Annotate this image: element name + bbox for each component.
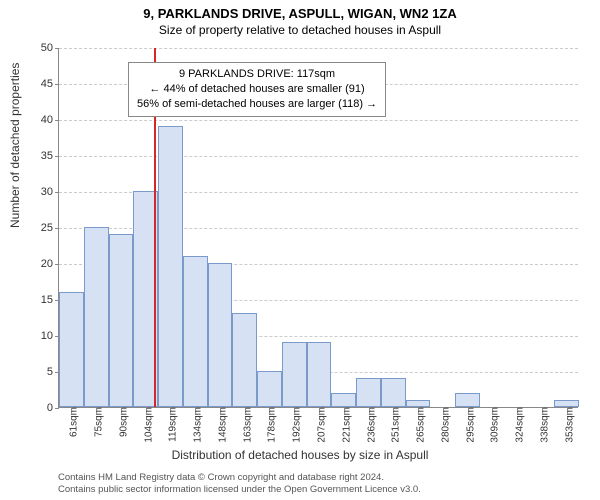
x-tick-label: 178sqm: [261, 407, 278, 443]
annotation-line: 9 PARKLANDS DRIVE: 117sqm: [137, 67, 377, 82]
footer-line: Contains HM Land Registry data © Crown c…: [58, 472, 421, 484]
x-tick-label: 251sqm: [385, 407, 402, 443]
x-tick-mark: [492, 407, 493, 411]
x-tick-mark: [220, 407, 221, 411]
x-tick-label: 61sqm: [63, 407, 80, 437]
x-tick-label: 90sqm: [112, 407, 129, 437]
x-tick-mark: [542, 407, 543, 411]
histogram-bar: [232, 313, 257, 407]
histogram-bar: [158, 126, 183, 407]
histogram-bar: [331, 393, 356, 407]
histogram-bar: [356, 378, 381, 407]
gridline: [59, 120, 578, 121]
x-tick-mark: [269, 407, 270, 411]
annotation-line: 56% of semi-detached houses are larger (…: [137, 97, 377, 112]
x-tick-label: 324sqm: [509, 407, 526, 443]
x-tick-label: 280sqm: [434, 407, 451, 443]
y-tick-mark: [55, 408, 59, 409]
x-tick-label: 207sqm: [311, 407, 328, 443]
x-tick-mark: [319, 407, 320, 411]
y-tick-mark: [55, 228, 59, 229]
x-tick-label: 338sqm: [533, 407, 550, 443]
y-tick-mark: [55, 192, 59, 193]
annotation-line: ← 44% of detached houses are smaller (91…: [137, 82, 377, 97]
histogram-bar: [307, 342, 332, 407]
x-tick-mark: [393, 407, 394, 411]
x-tick-mark: [170, 407, 171, 411]
histogram-bar: [381, 378, 406, 407]
chart-title: 9, PARKLANDS DRIVE, ASPULL, WIGAN, WN2 1…: [0, 0, 600, 21]
x-tick-label: 119sqm: [162, 407, 179, 442]
histogram-bar: [455, 393, 480, 407]
x-tick-mark: [96, 407, 97, 411]
x-tick-label: 134sqm: [187, 407, 204, 443]
x-tick-mark: [195, 407, 196, 411]
marker-annotation: 9 PARKLANDS DRIVE: 117sqm ← 44% of detac…: [128, 62, 386, 117]
histogram-bar: [84, 227, 109, 407]
y-tick-mark: [55, 84, 59, 85]
x-tick-label: 221sqm: [335, 407, 352, 443]
x-tick-mark: [468, 407, 469, 411]
histogram-bar: [406, 400, 431, 407]
histogram-bar: [208, 263, 233, 407]
x-tick-mark: [344, 407, 345, 411]
x-tick-label: 104sqm: [137, 407, 154, 443]
y-tick-mark: [55, 120, 59, 121]
x-tick-mark: [418, 407, 419, 411]
x-tick-label: 295sqm: [459, 407, 476, 443]
x-tick-label: 192sqm: [286, 407, 303, 443]
x-tick-mark: [71, 407, 72, 411]
y-tick-mark: [55, 48, 59, 49]
x-tick-mark: [245, 407, 246, 411]
gridline: [59, 48, 578, 49]
chart-subtitle: Size of property relative to detached ho…: [0, 21, 600, 41]
x-tick-label: 309sqm: [484, 407, 501, 443]
x-tick-mark: [567, 407, 568, 411]
y-tick-mark: [55, 264, 59, 265]
gridline: [59, 156, 578, 157]
x-tick-label: 163sqm: [236, 407, 253, 443]
y-tick-mark: [55, 156, 59, 157]
footer-attribution: Contains HM Land Registry data © Crown c…: [58, 472, 421, 496]
histogram-bar: [554, 400, 579, 407]
x-tick-mark: [146, 407, 147, 411]
histogram-bar: [183, 256, 208, 407]
y-axis-label: Number of detached properties: [8, 63, 22, 228]
histogram-bar: [257, 371, 282, 407]
x-tick-mark: [121, 407, 122, 411]
chart-area: 0510152025303540455061sqm75sqm90sqm104sq…: [58, 48, 578, 408]
x-tick-label: 353sqm: [558, 407, 575, 443]
x-axis-label: Distribution of detached houses by size …: [0, 448, 600, 462]
x-tick-label: 236sqm: [360, 407, 377, 443]
x-tick-mark: [443, 407, 444, 411]
x-tick-mark: [369, 407, 370, 411]
histogram-bar: [109, 234, 134, 407]
footer-line: Contains public sector information licen…: [58, 484, 421, 496]
x-tick-mark: [294, 407, 295, 411]
x-tick-label: 148sqm: [211, 407, 228, 443]
histogram-bar: [282, 342, 307, 407]
x-tick-label: 265sqm: [410, 407, 427, 443]
histogram-bar: [59, 292, 84, 407]
x-tick-label: 75sqm: [88, 407, 105, 437]
x-tick-mark: [517, 407, 518, 411]
